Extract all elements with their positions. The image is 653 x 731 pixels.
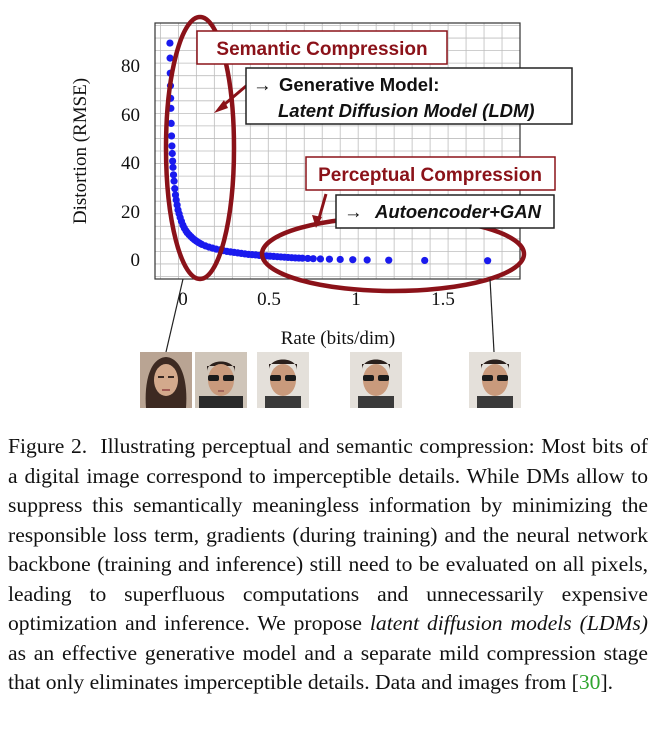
data-point [167,132,176,140]
x-axis-label: Rate (bits/dim) [281,328,396,349]
face-thumbnail-2 [195,352,247,408]
x-tick-0.5: 0.5 [257,289,281,310]
data-point [349,256,357,264]
data-point [169,157,177,165]
perceptual-arrowhead-icon [312,215,322,228]
x-tick-1: 1 [351,289,361,310]
data-point [421,256,429,265]
plot-frame [154,22,521,280]
x-tick-1.5: 1.5 [431,289,455,310]
autoencoder-arrow: → [344,201,363,222]
generative-model-arrow: → [253,74,272,95]
data-point [171,185,179,193]
perceptual-compression-label: Perceptual Compression [305,156,556,191]
data-point [167,119,175,127]
face-thumbnail-5 [469,352,521,408]
data-series [166,39,492,265]
data-point [484,257,492,265]
autoencoder-line: Autoencoder+GAN [374,201,542,222]
data-point [169,163,177,171]
citation-bracket-open: [ [571,670,579,694]
data-point [385,256,393,264]
citation-link[interactable]: 30 [578,670,601,694]
data-point [170,177,178,185]
semantic-compression-title: Semantic Compression [216,39,427,60]
y-tick-60: 60 [121,105,140,126]
figure-caption: Figure 2. Illustrating perceptual and se… [8,432,648,698]
generative-model-line: Generative Model: [279,74,439,95]
data-point [169,171,178,179]
rate-distortion-figure: 0 20 40 60 80 0 0.5 1 1.5 Rate (bits/dim… [70,14,573,353]
x-tick-labels: 0 0.5 1 1.5 [178,289,455,310]
semantic-arrowhead-icon [214,100,228,113]
face-thumbnail-3 [257,352,309,408]
citation-bracket-close: ]. [600,670,614,694]
data-point [166,39,174,47]
data-point [309,255,317,263]
y-tick-labels: 0 20 40 60 80 [121,56,140,271]
caption-text-1: Illustrating perceptual and semantic com… [8,434,648,635]
data-point [336,255,344,264]
data-point [304,254,312,263]
autoencoder-label: → Autoencoder+GAN [335,194,555,229]
leader-line-right [489,278,495,353]
data-point [325,255,334,263]
leader-line-left [165,278,184,353]
y-tick-20: 20 [121,202,140,223]
data-point [168,149,176,158]
y-tick-80: 80 [121,56,140,77]
data-point [363,256,371,264]
face-thumbnail-4 [350,352,402,408]
generative-model-label: → Generative Model: Latent Diffusion Mod… [245,67,573,125]
data-point [166,54,174,62]
figure-label: Figure 2. [8,434,88,458]
data-point [316,255,325,263]
perceptual-compression-title: Perceptual Compression [318,165,542,186]
face-thumbnail-1 [140,352,192,408]
caption-italic: latent diffusion models (LDMs) [369,611,649,635]
y-tick-40: 40 [121,153,140,174]
data-point [168,142,176,150]
ldm-line: Latent Diffusion Model (LDM) [278,100,535,121]
semantic-compression-label: Semantic Compression [196,30,448,65]
x-tick-0: 0 [178,289,188,310]
caption-text-2: as an effective generative model and a s… [8,640,648,695]
y-tick-0: 0 [131,250,141,271]
semantic-region-ellipse [163,14,237,282]
y-axis-label: Distortion (RMSE) [70,78,91,224]
data-point [298,254,307,262]
